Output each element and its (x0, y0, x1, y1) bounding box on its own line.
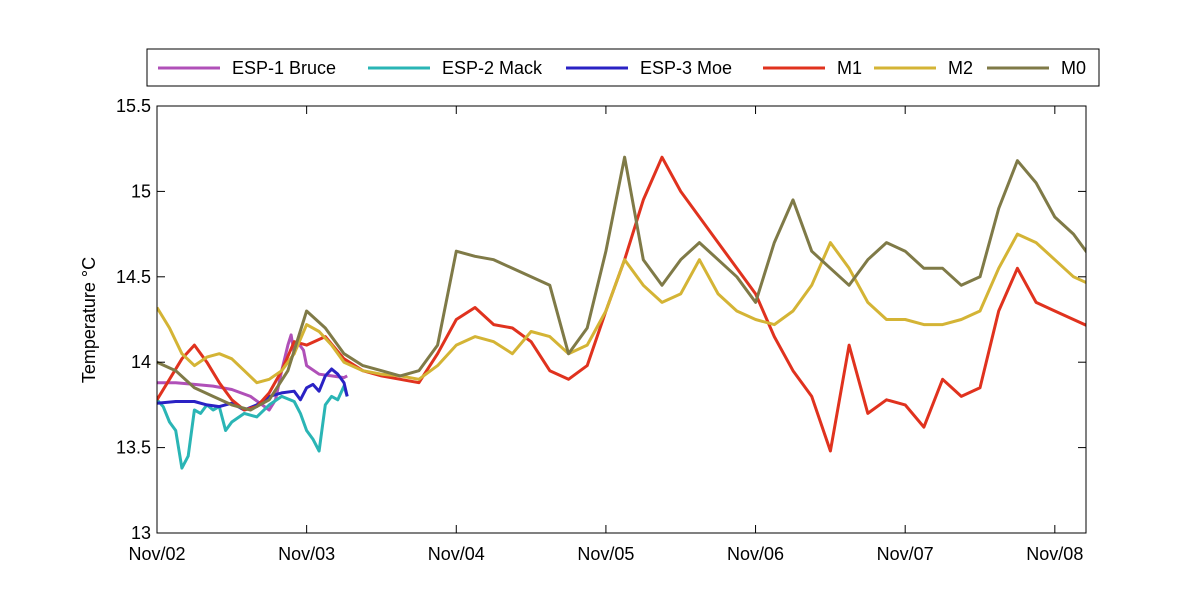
series-line-esp-3-moe (157, 367, 349, 412)
y-tick-label: 15 (131, 181, 151, 201)
y-tick-label: 13.5 (116, 438, 151, 458)
legend-label: M2 (948, 58, 973, 78)
legend-items: ESP-1 Bruce ESP-2 Mack ESP-3 Moe M1 M2 M0 (158, 58, 1086, 78)
x-tick-label: Nov/08 (1026, 544, 1083, 564)
series-line-m2 (157, 232, 1086, 385)
series-line-esp-2-mack (157, 384, 349, 470)
x-tick-label: Nov/06 (727, 544, 784, 564)
y-tick-label: 14.5 (116, 267, 151, 287)
x-tick-label: Nov/04 (428, 544, 485, 564)
y-axis: 13 13.5 14 14.5 15 15.5 (116, 96, 1086, 543)
y-tick-label: 14 (131, 352, 151, 372)
y-tick-label: 13 (131, 523, 151, 543)
x-tick-label: Nov/05 (577, 544, 634, 564)
series-line-m0 (157, 155, 1086, 412)
x-axis: Nov/02 Nov/03 Nov/04 Nov/05 Nov/06 Nov/07 Nov/… (128, 106, 1083, 564)
y-tick-label: 15.5 (116, 96, 151, 116)
plot-area: Nov/02 Nov/03 Nov/04 Nov/05 Nov/06 Nov/07 Nov/… (116, 96, 1087, 564)
x-tick-label: Nov/07 (877, 544, 934, 564)
legend-label: ESP-1 Bruce (232, 58, 336, 78)
plot-frame (156, 105, 1087, 534)
legend-label: ESP-2 Mack (442, 58, 543, 78)
x-tick-label: Nov/02 (128, 544, 185, 564)
legend-label: M0 (1061, 58, 1086, 78)
x-tick-label: Nov/03 (278, 544, 335, 564)
legend-label: ESP-3 Moe (640, 58, 732, 78)
legend: ESP-1 Bruce ESP-2 Mack ESP-3 Moe M1 M2 M0 (146, 48, 1100, 87)
series-line-esp-1-bruce (157, 333, 348, 412)
y-axis-label: Temperature °C (79, 257, 99, 383)
legend-label: M1 (837, 58, 862, 78)
series-group (157, 155, 1086, 470)
